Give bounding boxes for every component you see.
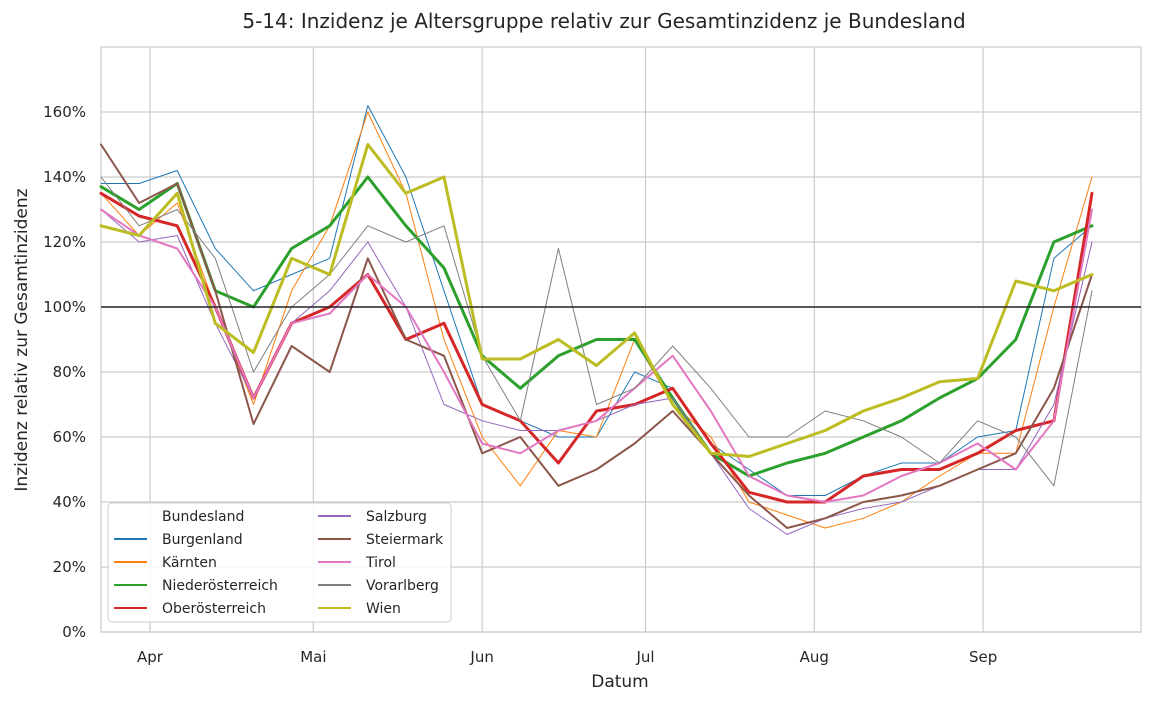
y-tick-label: 120%	[43, 233, 86, 251]
series-line-steiermark	[100, 143, 1093, 529]
y-tick-label: 0%	[62, 623, 86, 641]
y-tick-label: 40%	[53, 493, 86, 511]
legend-label: Oberösterreich	[162, 601, 266, 617]
y-tick-label: 60%	[53, 428, 86, 446]
legend-label: Steiermark	[366, 532, 444, 548]
series-line-tirol	[100, 208, 1093, 503]
x-tick-label: Sep	[969, 648, 997, 666]
series-line-niederösterreich	[99, 175, 1094, 478]
legend-label: Tirol	[365, 555, 396, 571]
y-axis-label: Inzidenz relativ zur Gesamtinzidenz	[12, 188, 32, 491]
series-line-kärnten	[100, 111, 1093, 529]
legend-label: Burgenland	[162, 532, 243, 548]
legend-label: Vorarlberg	[366, 578, 439, 594]
x-tick-label: Jun	[469, 648, 493, 666]
legend-label: Kärnten	[162, 555, 217, 571]
legend-label: Salzburg	[366, 509, 427, 525]
series-line-wien	[99, 143, 1094, 458]
x-tick-label: Aug	[800, 648, 829, 666]
legend-label: Niederösterreich	[162, 578, 278, 594]
legend-items: Burgenland Kärnten Niederösterreich Oberöst…	[114, 509, 444, 617]
series-layer	[99, 105, 1094, 535]
y-tick-label: 80%	[53, 363, 86, 381]
y-tick-label: 140%	[43, 168, 86, 186]
y-tick-label: 160%	[43, 103, 86, 121]
legend-title: Bundesland	[162, 509, 244, 525]
x-axis-ticks: Apr Mai Jun Jul Aug Sep	[137, 648, 997, 666]
legend-box	[107, 502, 452, 623]
x-tick-label: Mai	[300, 648, 326, 666]
y-tick-label: 20%	[53, 558, 86, 576]
y-axis-ticks: 0% 20% 40% 60% 80% 100% 120% 140% 160%	[43, 103, 86, 641]
x-tick-label: Jul	[635, 648, 654, 666]
x-axis-label: Datum	[591, 672, 649, 692]
series-line-vorarlberg	[100, 176, 1093, 487]
chart-title: 5-14: Inzidenz je Altersgruppe relativ z…	[242, 9, 965, 33]
legend-label: Wien	[366, 601, 401, 617]
legend: Bundesland Burgenland Kärnten Niederösterr…	[107, 502, 452, 623]
y-tick-label: 100%	[43, 298, 86, 316]
x-tick-label: Apr	[137, 648, 164, 666]
